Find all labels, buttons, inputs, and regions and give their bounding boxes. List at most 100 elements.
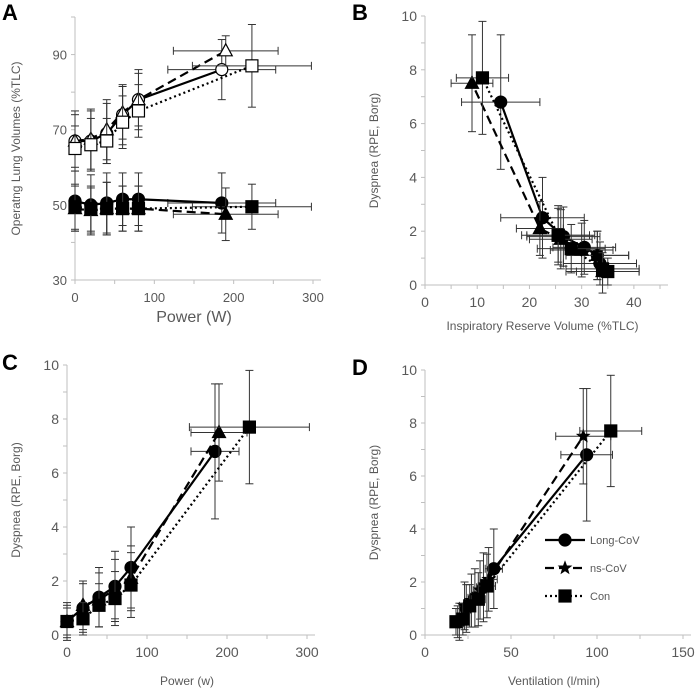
data-point: [208, 444, 222, 458]
x-tick-label: 30: [574, 294, 590, 310]
data-point: [551, 228, 565, 242]
y-tick-label: 90: [53, 48, 67, 63]
data-point: [589, 247, 605, 262]
data-point: [131, 202, 146, 216]
y-tick-label: 0: [409, 627, 417, 643]
y-tick-label: 2: [409, 574, 417, 590]
data-point: [604, 424, 618, 438]
data-point: [575, 428, 591, 443]
y-tick-label: 2: [51, 573, 59, 589]
y-tick-label: 4: [51, 519, 59, 535]
legend: Long-CoV ns-CoV Con: [545, 533, 640, 603]
series-con: [60, 369, 310, 636]
y-tick-label: 4: [409, 169, 417, 185]
data-point: [68, 200, 82, 214]
data-point: [92, 598, 106, 612]
x-tick-label: 0: [71, 290, 78, 305]
y-tick-label: 6: [409, 468, 417, 484]
legend-marker: [557, 560, 573, 575]
x-tick-label: 100: [585, 644, 609, 660]
panel-a: A 0 100 200 300 30 50 70 90 Power (W) Operatng Lun…: [2, 0, 324, 326]
x-axis-title: Power (W): [156, 309, 232, 326]
data-point: [115, 202, 130, 216]
x-axis-title: Ventilation (l/min): [508, 674, 600, 688]
x-tick-label: 300: [295, 644, 319, 660]
data-point: [595, 262, 610, 276]
panel-label: A: [2, 0, 18, 25]
x-tick-label: 10: [469, 294, 485, 310]
data-point: [215, 62, 229, 77]
y-tick-label: 30: [53, 273, 67, 288]
panel-label: C: [2, 350, 18, 375]
y-tick-label: 10: [43, 357, 59, 373]
legend-marker: [558, 589, 572, 603]
series-line: [66, 431, 220, 623]
data-point: [68, 141, 82, 156]
series-ns-cov: [59, 383, 248, 639]
y-tick-label: 2: [409, 223, 417, 239]
data-point: [115, 115, 130, 129]
series-con-eelv: [68, 181, 312, 236]
legend-label: Con: [590, 591, 610, 603]
data-point: [475, 71, 490, 85]
x-tick-label: 300: [302, 290, 324, 305]
series-line: [66, 426, 251, 623]
x-axis-title: Inspiratory Reserve Volume (%TLC): [446, 319, 638, 333]
data-point: [564, 242, 578, 256]
x-tick-label: 150: [671, 644, 695, 660]
legend-label: ns-CoV: [590, 563, 627, 575]
panel-c: C 0 100 200 300 0 2 4 6 8 10 Power (w) Dyspnea (RPE,…: [2, 350, 319, 688]
y-tick-label: 0: [51, 627, 59, 643]
panel-label: B: [352, 0, 368, 25]
series-ns-cov-eilv: [67, 35, 279, 172]
y-tick-label: 8: [51, 411, 59, 427]
x-tick-label: 0: [421, 644, 429, 660]
data-point: [108, 591, 122, 606]
series-con: [449, 374, 643, 636]
y-tick-label: 10: [401, 362, 417, 378]
data-point: [456, 612, 470, 626]
data-point: [494, 95, 508, 109]
series-long-cov: [60, 383, 240, 641]
x-tick-label: 0: [421, 294, 429, 310]
data-point: [131, 104, 146, 118]
x-tick-label: 50: [503, 644, 519, 660]
x-tick-label: 100: [135, 644, 159, 660]
panel-d: D 0 50 100 150 0 2 4 6 8 10 Ventilation (l/min) Dysp…: [352, 355, 695, 688]
y-tick-label: 6: [409, 116, 417, 132]
x-tick-label: 0: [63, 644, 71, 660]
x-tick-label: 100: [143, 290, 165, 305]
data-point: [215, 196, 229, 210]
y-tick-label: 10: [401, 8, 417, 24]
series-line: [74, 49, 227, 143]
y-tick-label: 0: [409, 277, 417, 293]
y-tick-label: 4: [409, 521, 417, 537]
data-point: [480, 579, 494, 593]
data-point: [60, 614, 74, 629]
series-long-cov-eelv: [68, 170, 277, 236]
x-axis-title: Power (w): [160, 674, 214, 688]
series-line: [74, 207, 226, 216]
series-line: [481, 77, 609, 273]
y-axis-title: Operatng Lung Volumes (%TLC): [9, 61, 23, 235]
x-tick-label: 40: [626, 294, 642, 310]
legend-marker: [558, 533, 572, 547]
data-point: [84, 138, 98, 152]
data-point: [464, 74, 480, 89]
y-axis-title: Dyspnea (RPE, Borg): [367, 93, 381, 208]
series-long-cov-eilv: [68, 39, 277, 172]
panel-label: D: [352, 355, 368, 380]
data-point: [76, 612, 90, 626]
data-point: [471, 592, 485, 606]
data-point: [211, 424, 227, 439]
y-tick-label: 50: [53, 198, 67, 213]
x-tick-label: 200: [215, 644, 239, 660]
data-point: [218, 42, 234, 57]
data-point: [84, 202, 98, 216]
y-tick-label: 70: [53, 123, 67, 138]
series-line: [75, 68, 223, 143]
y-tick-label: 6: [51, 465, 59, 481]
data-point: [100, 202, 114, 216]
y-tick-label: 8: [409, 62, 417, 78]
